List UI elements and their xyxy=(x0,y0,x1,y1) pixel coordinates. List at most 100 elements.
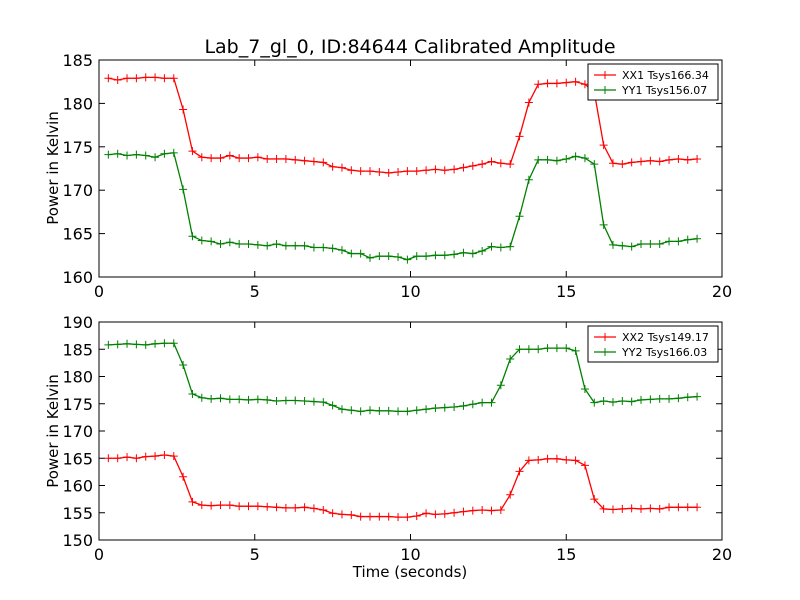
top-data-point xyxy=(141,73,150,82)
top-data-point xyxy=(160,149,169,158)
bottom-data-point xyxy=(179,472,188,481)
top-data-point xyxy=(169,74,178,83)
top-data-point xyxy=(151,73,160,82)
bottom-data-point xyxy=(309,504,318,513)
bottom-data-point xyxy=(618,397,627,406)
bottom-y-tick-label: 190 xyxy=(62,313,93,332)
top-data-point xyxy=(552,79,561,88)
bottom-data-point xyxy=(534,345,543,354)
bottom-data-point xyxy=(562,455,571,464)
bottom-data-point xyxy=(422,405,431,414)
top-data-point xyxy=(272,240,281,249)
top-data-point xyxy=(506,242,515,251)
top-data-point xyxy=(337,163,346,172)
bottom-data-point xyxy=(375,406,384,415)
top-y-tick-label: 175 xyxy=(62,138,93,157)
top-data-point xyxy=(496,159,505,168)
top-data-point xyxy=(431,165,440,174)
bottom-data-point xyxy=(328,509,337,518)
bottom-data-point xyxy=(543,344,552,353)
bottom-data-point xyxy=(123,339,132,348)
top-legend-marker xyxy=(601,86,609,94)
top-data-point xyxy=(693,154,702,163)
top-y-tick-label: 160 xyxy=(62,268,93,287)
top-legend-label: YY1 Tsys156.07 xyxy=(621,84,707,97)
bottom-y-tick-label: 165 xyxy=(62,449,93,468)
top-data-point xyxy=(263,241,272,250)
bottom-data-point xyxy=(197,393,206,402)
top-data-point xyxy=(618,160,627,169)
top-data-point xyxy=(141,151,150,160)
bottom-data-point xyxy=(366,512,375,521)
top-data-point xyxy=(160,74,169,83)
bottom-data-point xyxy=(151,339,160,348)
bottom-legend-marker xyxy=(601,348,609,356)
bottom-data-point xyxy=(431,510,440,519)
top-x-tick-label: 10 xyxy=(400,282,420,301)
bottom-y-tick-label: 185 xyxy=(62,340,93,359)
bottom-data-point xyxy=(384,512,393,521)
bottom-data-point xyxy=(291,396,300,405)
bottom-data-point xyxy=(151,452,160,461)
bottom-data-point xyxy=(637,395,646,404)
top-data-point xyxy=(403,255,412,264)
top-data-point xyxy=(422,166,431,175)
bottom-data-point xyxy=(160,339,169,348)
bottom-data-point xyxy=(356,407,365,416)
top-data-point xyxy=(188,232,197,241)
top-data-point xyxy=(496,243,505,252)
bottom-data-point xyxy=(403,513,412,522)
bottom-data-point xyxy=(412,406,421,415)
bottom-data-point xyxy=(160,450,169,459)
bottom-data-point xyxy=(394,407,403,416)
bottom-data-point xyxy=(450,403,459,412)
bottom-data-point xyxy=(534,455,543,464)
top-data-point xyxy=(328,244,337,253)
bottom-y-tick-label: 155 xyxy=(62,504,93,523)
top-data-point xyxy=(459,163,468,172)
bottom-data-point xyxy=(693,392,702,401)
top-data-point xyxy=(571,152,580,161)
bottom-x-tick-label: 5 xyxy=(250,545,260,564)
bottom-data-point xyxy=(646,504,655,513)
bottom-data-point xyxy=(337,510,346,519)
bottom-data-point xyxy=(459,507,468,516)
bottom-data-point xyxy=(319,506,328,515)
bottom-data-point xyxy=(188,497,197,506)
top-data-point xyxy=(300,156,309,165)
top-data-point xyxy=(207,154,216,163)
top-data-point xyxy=(524,175,533,184)
bottom-data-point xyxy=(291,503,300,512)
bottom-data-point xyxy=(524,456,533,465)
bottom-data-point xyxy=(422,509,431,518)
top-data-point xyxy=(291,241,300,250)
top-data-point xyxy=(665,155,674,164)
top-data-point xyxy=(394,253,403,262)
bottom-data-point xyxy=(674,503,683,512)
bottom-data-point xyxy=(431,404,440,413)
bottom-data-point xyxy=(113,340,122,349)
top-data-point xyxy=(440,166,449,175)
top-data-point xyxy=(431,251,440,260)
bottom-data-point xyxy=(337,405,346,414)
top-data-point xyxy=(655,157,664,166)
bottom-data-point xyxy=(394,513,403,522)
top-data-point xyxy=(347,166,356,175)
bottom-data-point xyxy=(627,504,636,513)
bottom-data-point xyxy=(225,501,234,510)
top-x-tick-label: 15 xyxy=(556,282,576,301)
bottom-data-point xyxy=(216,394,225,403)
bottom-data-point xyxy=(440,509,449,518)
top-data-point xyxy=(216,240,225,249)
bottom-data-point xyxy=(524,345,533,354)
bottom-series-line-yy2 xyxy=(108,342,698,413)
bottom-x-tick-label: 20 xyxy=(712,545,732,564)
top-data-point xyxy=(281,241,290,250)
bottom-data-point xyxy=(272,503,281,512)
bottom-data-point xyxy=(272,397,281,406)
top-y-tick-label: 165 xyxy=(62,225,93,244)
top-data-point xyxy=(235,240,244,249)
bottom-data-point xyxy=(450,508,459,517)
top-data-point xyxy=(104,150,113,159)
